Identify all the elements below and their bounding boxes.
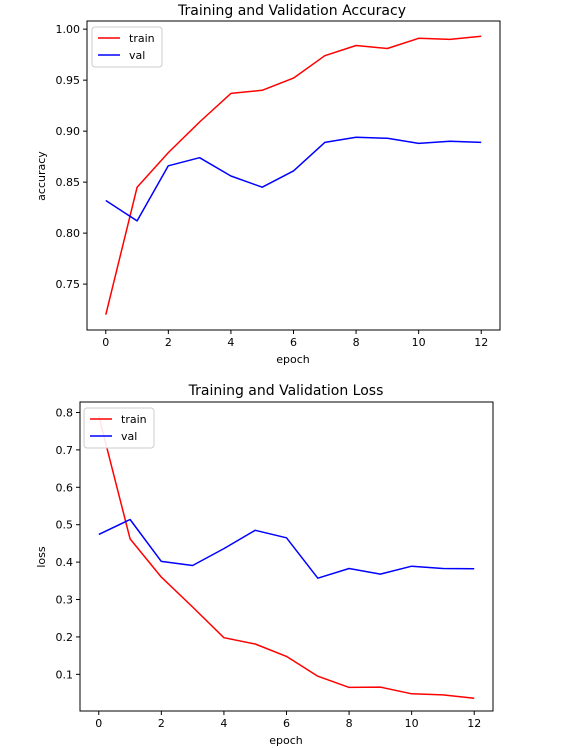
x-tick-label: 2 xyxy=(158,717,165,730)
accuracy-chart: Training and Validation Accuracy 0 2 4 6 8 10… xyxy=(35,3,501,366)
legend-box xyxy=(91,26,163,68)
series-line-val xyxy=(98,518,475,579)
y-tick-label: 0.8 xyxy=(56,406,74,419)
series-lines xyxy=(98,416,475,700)
legend-label-train: train xyxy=(121,413,147,426)
loss-chart: Training and Validation Loss 0 2 4 6 8 10 12 0… xyxy=(35,383,494,747)
y-tick-label: 0.75 xyxy=(56,278,81,291)
y-axis: 0.1 0.2 0.3 0.4 0.5 0.6 0.7 0.8 xyxy=(56,406,80,681)
x-tick-label: 0 xyxy=(102,336,109,349)
y-tick-label: 0.7 xyxy=(56,444,74,457)
x-tick-label: 4 xyxy=(227,336,234,349)
series-lines xyxy=(105,35,482,315)
y-tick-label: 0.3 xyxy=(56,594,74,607)
x-tick-label: 2 xyxy=(165,336,172,349)
y-tick-label: 0.2 xyxy=(56,631,74,644)
y-tick-label: 0.4 xyxy=(56,556,74,569)
series-line-train xyxy=(98,416,475,700)
y-tick-label: 1.00 xyxy=(56,23,81,36)
x-tick-label: 6 xyxy=(290,336,297,349)
x-tick-label: 10 xyxy=(405,717,419,730)
y-tick-label: 0.1 xyxy=(56,668,74,681)
x-tick-label: 8 xyxy=(353,336,360,349)
x-tick-label: 10 xyxy=(412,336,426,349)
chart-title: Training and Validation Accuracy xyxy=(177,3,406,19)
legend-label-val: val xyxy=(121,430,137,443)
y-axis-label: accuracy xyxy=(35,151,48,201)
y-tick-label: 0.90 xyxy=(56,125,81,138)
x-tick-label: 12 xyxy=(474,336,488,349)
y-axis: 0.75 0.80 0.85 0.90 0.95 1.00 xyxy=(56,23,87,291)
chart-title: Training and Validation Loss xyxy=(188,383,384,399)
x-tick-label: 0 xyxy=(95,717,102,730)
y-axis-label: loss xyxy=(35,546,48,568)
x-tick-label: 6 xyxy=(283,717,290,730)
legend-label-val: val xyxy=(129,49,145,62)
y-tick-label: 0.6 xyxy=(56,481,74,494)
y-tick-label: 0.85 xyxy=(56,176,81,189)
x-axis-label: epoch xyxy=(269,734,303,747)
x-axis-label: epoch xyxy=(276,353,310,366)
y-tick-label: 0.95 xyxy=(56,74,81,87)
series-line-val xyxy=(105,136,482,222)
legend: train val xyxy=(83,407,155,449)
x-tick-label: 4 xyxy=(220,717,227,730)
legend: train val xyxy=(91,26,163,68)
y-tick-label: 0.80 xyxy=(56,227,81,240)
x-tick-label: 8 xyxy=(346,717,353,730)
x-axis: 0 2 4 6 8 10 12 xyxy=(102,330,488,349)
x-axis: 0 2 4 6 8 10 12 xyxy=(95,711,481,730)
y-tick-label: 0.5 xyxy=(56,519,74,532)
legend-label-train: train xyxy=(129,32,155,45)
legend-box xyxy=(83,407,155,449)
series-line-train xyxy=(105,35,482,315)
x-tick-label: 12 xyxy=(467,717,481,730)
